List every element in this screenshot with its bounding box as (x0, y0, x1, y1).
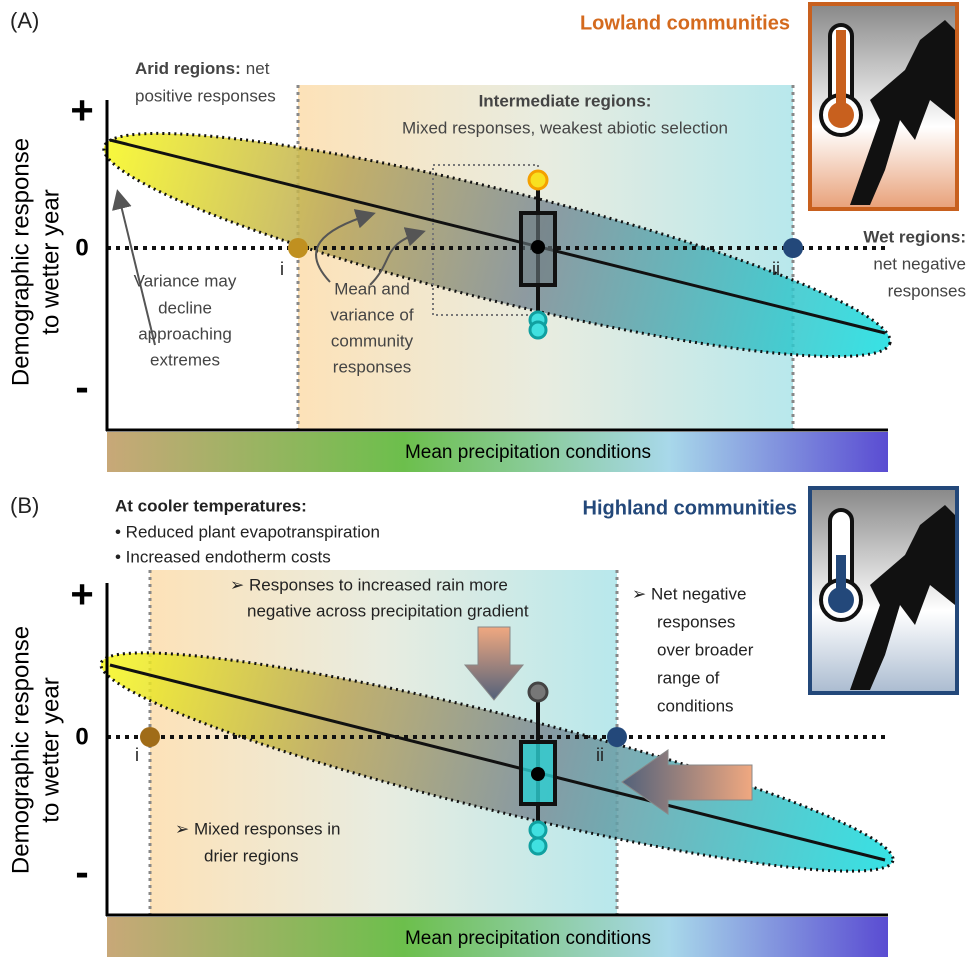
annotation-heading: Arid regions: (135, 59, 241, 78)
annotation: conditions (657, 696, 734, 715)
annotation: positive responses (135, 86, 276, 105)
outlier (529, 683, 547, 701)
y-axis-title: to wetter year (37, 189, 64, 334)
annotation: responses (333, 357, 411, 376)
mean-dot (531, 767, 545, 781)
annotation: community (331, 331, 414, 350)
y-minus: - (75, 366, 88, 410)
y-axis-title: Demographic response (7, 138, 34, 386)
annotation-heading: Intermediate regions: (479, 91, 652, 110)
panel-label: (A) (10, 8, 39, 33)
point-label: i (135, 745, 139, 765)
panel-title: Lowland communities (580, 12, 790, 34)
panel-label: (B) (10, 493, 39, 518)
y-plus: + (70, 573, 93, 617)
annotation: Variance may (134, 271, 237, 290)
outlier (529, 171, 547, 189)
annotation: • Increased endotherm costs (115, 547, 331, 566)
annotation: approaching (138, 324, 232, 343)
y-zero: 0 (75, 723, 88, 750)
annotation: Arid regions: net (135, 59, 270, 78)
annotation: decline (158, 298, 212, 317)
annotation-heading: At cooler temperatures: (115, 496, 307, 515)
highland-icon (810, 488, 957, 693)
figure: (A) Lowland communities + 0 - Demographi… (0, 0, 969, 957)
panel-title: Highland communities (583, 497, 797, 519)
point-ii (607, 727, 627, 747)
annotation-heading: Wet regions: (863, 227, 966, 246)
annotation: Mean and (334, 279, 410, 298)
annotation: negative across precipitation gradient (247, 601, 529, 620)
annotation: ➢ Net negative (632, 584, 746, 603)
lowland-icon (810, 4, 957, 209)
annotation: drier regions (204, 846, 299, 865)
annotation: ➢ Responses to increased rain more (230, 575, 508, 594)
point-i (140, 727, 160, 747)
y-axis-title: to wetter year (37, 677, 64, 822)
outlier (530, 322, 546, 338)
x-axis-title: Mean precipitation conditions (405, 928, 651, 949)
annotation: responses (888, 281, 966, 300)
outlier (530, 822, 546, 838)
annotation: ➢ Mixed responses in (175, 819, 340, 838)
panel-a: (A) Lowland communities + 0 - Demographi… (7, 4, 966, 472)
annotation: variance of (330, 305, 413, 324)
pointer-arrow (118, 193, 155, 345)
annotation: range of (657, 668, 720, 687)
outlier (530, 838, 546, 854)
annotation: Mixed responses, weakest abiotic selecti… (402, 118, 728, 137)
point-ii (783, 238, 803, 258)
y-plus: + (70, 89, 93, 133)
annotation: over broader (657, 640, 754, 659)
mean-dot (531, 240, 545, 254)
point-i (288, 238, 308, 258)
y-minus: - (75, 851, 88, 895)
y-axis-title: Demographic response (7, 626, 34, 874)
y-zero: 0 (75, 234, 88, 261)
x-axis-title: Mean precipitation conditions (405, 442, 651, 463)
annotation-text: net (246, 59, 270, 78)
point-label: i (280, 259, 284, 279)
annotation: net negative (873, 254, 966, 273)
point-label: ii (772, 259, 780, 279)
annotation: extremes (150, 350, 220, 369)
annotation: • Reduced plant evapotranspiration (115, 522, 380, 541)
panel-b: (B) Highland communities + 0 - Demograph… (7, 488, 957, 957)
point-label: ii (596, 745, 604, 765)
annotation: responses (657, 612, 735, 631)
